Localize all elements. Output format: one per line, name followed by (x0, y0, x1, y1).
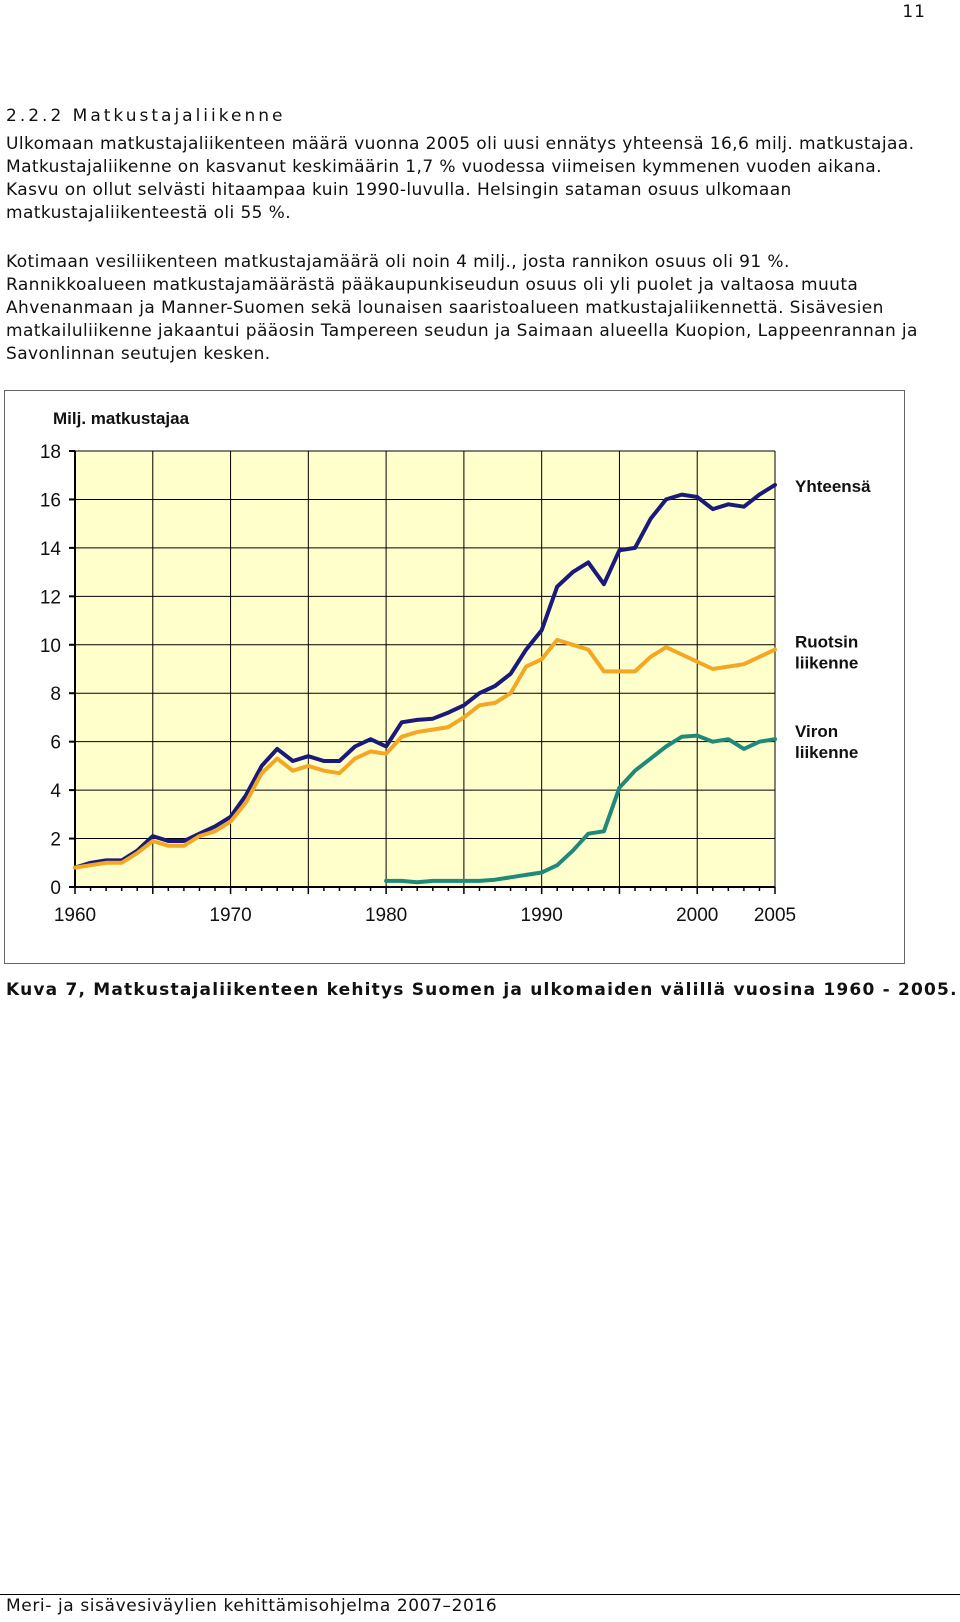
y-axis-title: Milj. matkustajaa (53, 409, 190, 428)
series-label: liikenne (795, 654, 858, 673)
series-line (73, 637, 777, 870)
y-tick-label: 12 (40, 587, 61, 608)
x-tick-label: 1960 (54, 905, 96, 926)
grid-lines (75, 450, 776, 887)
series-label: liikenne (795, 743, 858, 762)
passenger-traffic-chart: 0 2 4 6 8 10 12 14 16 18 1960 1970 1980 1990 2000 2005… (40, 409, 871, 926)
y-tick-label: 18 (40, 442, 61, 463)
figure-caption: Kuva 7, Matkustajaliikenteen kehitys Suo… (6, 980, 958, 1000)
series-lines (73, 482, 777, 885)
x-axis: 1960 1970 1980 1990 2000 2005 (54, 886, 796, 926)
plot-area (75, 451, 775, 887)
footer-text: Meri- ja sisävesiväylien kehittämisohjel… (6, 1596, 498, 1616)
footer-rule (0, 1594, 960, 1595)
y-tick-label: 8 (50, 684, 61, 705)
series-line (73, 482, 777, 870)
series-line (384, 733, 777, 885)
page-number: 11 (902, 2, 926, 22)
y-tick-label: 6 (50, 733, 61, 754)
y-tick-label: 10 (40, 636, 61, 657)
y-tick-label: 14 (40, 539, 62, 560)
section-heading: 2.2.2 Matkustajaliikenne (6, 106, 286, 126)
paragraph-international-traffic: Ulkomaan matkustajaliikenteen määrä vuon… (6, 134, 915, 223)
paragraph-domestic-traffic: Kotimaan vesiliikenteen matkustajamäärä … (6, 252, 918, 364)
x-tick-label: 2005 (754, 905, 796, 926)
x-tick-label: 1980 (365, 905, 407, 926)
series-label: Viron (795, 722, 838, 741)
x-tick-label: 1990 (521, 905, 563, 926)
chart-frame: 0 2 4 6 8 10 12 14 16 18 1960 1970 1980 1990 2000 2005… (4, 390, 905, 964)
y-tick-label: 0 (50, 878, 61, 899)
y-tick-label: 4 (50, 781, 61, 802)
x-tick-label: 2000 (676, 905, 718, 926)
series-label: Yhteensä (795, 477, 871, 496)
series-label: Ruotsin (795, 633, 858, 652)
x-tick-label: 1970 (209, 905, 251, 926)
y-tick-label: 2 (50, 830, 61, 851)
y-axis: 0 2 4 6 8 10 12 14 16 18 (40, 442, 76, 899)
y-tick-label: 16 (40, 490, 61, 511)
series-labels: Yhteensä Ruotsin liikenne Viron liikenne (795, 477, 871, 762)
